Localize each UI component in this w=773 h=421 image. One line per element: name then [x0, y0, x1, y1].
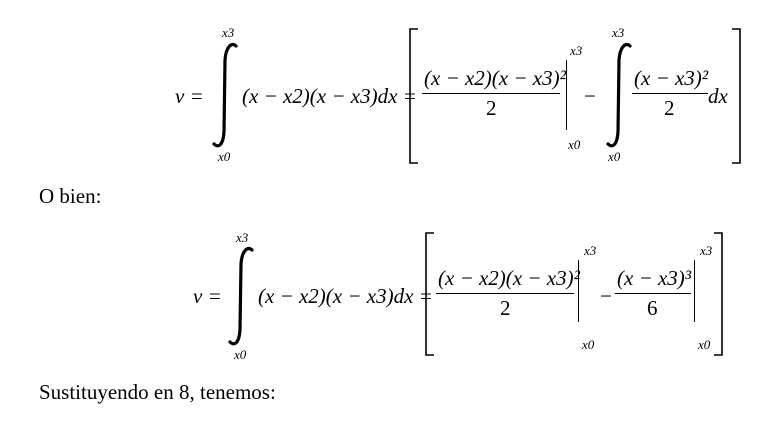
eq1-frac2-bar: [632, 93, 708, 95]
eq1-eval-bar: [566, 60, 568, 130]
eq1-frac2-numerator: (x − x3)²: [634, 66, 709, 90]
eq1-frac1-bar: [422, 93, 560, 95]
eq2-frac2-denominator: 6: [647, 296, 658, 320]
eq2-lhs: v =: [193, 284, 222, 308]
eq2-eval-bar-1: [578, 260, 580, 322]
eq1-integrand: (x − x2)(x − x3)dx =: [242, 84, 417, 108]
paragraph-o-bien: O bien:: [39, 184, 102, 208]
eq2-upper-limit: x3: [236, 230, 249, 245]
eq2-left-bracket: [425, 232, 434, 356]
eq1-right-bracket: [732, 28, 741, 164]
eq2-frac1-denominator: 2: [500, 296, 511, 320]
eq2-eval-bar-2: [694, 260, 696, 322]
eq1-frac2-denominator: 2: [664, 96, 675, 120]
eq2-integral-sign: [228, 246, 254, 346]
eq2-eval1-lower: x0: [582, 337, 595, 352]
eq2-minus: −: [600, 284, 612, 308]
eq2-frac2-bar: [615, 293, 691, 295]
eq1-minus: −: [584, 84, 596, 108]
eq1-frac1-denominator: 2: [486, 96, 497, 120]
eq1-frac2-dx: dx: [708, 84, 728, 108]
eq2-right-bracket: [714, 232, 723, 356]
paragraph-sustituyendo: Sustituyendo en 8, tenemos:: [39, 380, 276, 404]
eq1-lower-limit: x0: [218, 149, 231, 164]
eq2-eval1-upper: x3: [584, 243, 597, 258]
eq1-integral-sign-2: [606, 42, 632, 148]
eq1-upper-limit: x3: [222, 25, 235, 40]
eq1-lhs: v =: [175, 84, 204, 108]
eq2-lower-limit: x0: [234, 347, 247, 362]
eq1-eval-lower: x0: [568, 137, 581, 152]
eq1-integral-sign: [212, 42, 238, 148]
eq1-left-bracket: [409, 28, 418, 164]
eq1-int2-lower-limit: x0: [608, 149, 621, 164]
eq1-frac1-numerator: (x − x2)(x − x3)²: [424, 66, 566, 90]
eq2-integrand: (x − x2)(x − x3)dx =: [258, 284, 433, 308]
eq2-frac2-numerator: (x − x3)³: [617, 266, 692, 290]
eq1-eval-upper: x3: [570, 43, 583, 58]
eq2-eval2-lower: x0: [698, 337, 711, 352]
eq2-frac1-numerator: (x − x2)(x − x3)²: [438, 266, 580, 290]
eq1-int2-upper-limit: x3: [612, 25, 625, 40]
eq2-frac1-bar: [436, 293, 574, 295]
eq2-eval2-upper: x3: [700, 243, 713, 258]
